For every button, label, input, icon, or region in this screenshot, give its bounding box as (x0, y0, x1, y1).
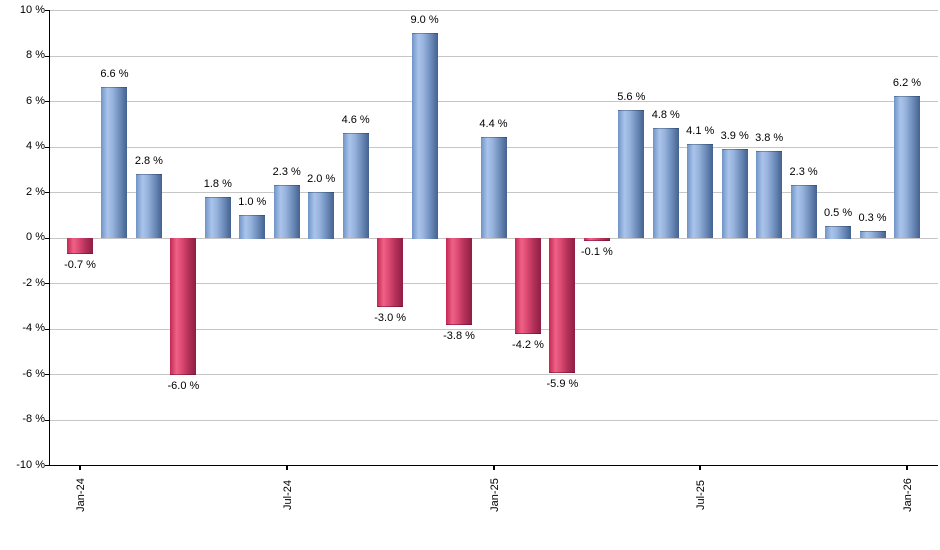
y-axis-tick (45, 419, 50, 421)
x-axis-label-jan-24: Jan-24 (75, 478, 87, 512)
y-axis-label--2pct: -2 % (22, 276, 45, 289)
bar-value-label: 3.8 % (755, 132, 784, 145)
y-axis-label--10pct: -10 % (16, 458, 45, 471)
bar-value-label: 5.6 % (617, 91, 646, 104)
bar-month-12 (480, 137, 507, 239)
bar-value-label: 0.3 % (858, 211, 887, 224)
y-axis-label-2pct: 2 % (26, 185, 45, 198)
bar-value-label: -4.2 % (512, 339, 544, 352)
bar-value-label: 4.8 % (651, 109, 680, 122)
gridline--8pct (50, 419, 938, 421)
x-axis-tick (699, 465, 702, 470)
y-axis-label-6pct: 6 % (26, 94, 45, 107)
bar-value-label: -0.7 % (64, 259, 96, 272)
bar-value-label: -6.0 % (167, 380, 200, 392)
y-axis-tick (45, 101, 50, 102)
bar-month-0 (67, 237, 93, 255)
bar-month-16 (618, 110, 645, 239)
bar-value-label: 4.4 % (479, 118, 508, 131)
bar-month-4 (204, 196, 231, 239)
bar-value-label: 6.2 % (892, 77, 922, 90)
bar-month-1 (101, 87, 128, 239)
bar-value-label: 1.8 % (203, 177, 232, 190)
y-axis-tick (45, 146, 50, 148)
gridline--2pct (50, 283, 938, 284)
bar-month-14 (549, 237, 576, 373)
bar-month-3 (170, 237, 197, 375)
bar-value-label: -5.9 % (546, 377, 579, 390)
bar-month-19 (721, 148, 748, 239)
bar-month-9 (377, 237, 404, 307)
y-axis-tick (45, 465, 50, 466)
y-axis-tick (45, 192, 50, 193)
bar-month-20 (756, 151, 783, 239)
gridline--6pct (50, 374, 938, 375)
bar-month-23 (859, 230, 886, 239)
y-axis-tick (45, 328, 50, 330)
bar-value-label: 3.9 % (720, 129, 749, 142)
bar-month-21 (790, 185, 817, 239)
y-axis-label-4pct: 4 % (26, 140, 45, 152)
x-axis-tick (906, 465, 908, 470)
y-axis-label-8pct: 8 % (26, 49, 45, 61)
y-axis-tick (45, 10, 50, 11)
x-axis-label-jan-26: Jan-26 (902, 478, 914, 512)
plot-area: -0.7 % 6.6 % 2.8 % -6.0 % 1.8 % 1.0 % 2.3 % 2.0… (50, 10, 938, 465)
bar-month-22 (825, 226, 852, 239)
bar-value-label: 2.3 % (272, 166, 301, 179)
bar-month-10 (411, 32, 438, 239)
bar-month-17 (652, 128, 679, 239)
bar-month-8 (342, 132, 369, 239)
y-axis-tick (45, 237, 50, 239)
bar-value-label: 2.3 % (789, 166, 818, 179)
x-axis-tick (492, 465, 495, 470)
bar-month-24 (894, 96, 920, 239)
bar-month-7 (308, 192, 335, 239)
bar-month-6 (273, 185, 300, 239)
gridline-8pct (50, 55, 938, 57)
x-axis-label-jul-25: Jul-25 (695, 480, 708, 510)
bar-value-label: -3.0 % (374, 311, 407, 324)
gridline-10pct (50, 10, 938, 11)
y-axis-tick (45, 283, 50, 284)
bar-value-label: 9.0 % (410, 13, 439, 26)
bar-value-label: -0.1 % (580, 245, 613, 258)
gridline--4pct (50, 328, 938, 330)
bar-value-label: 4.1 % (686, 125, 715, 138)
bar-value-label: 0.5 % (824, 207, 853, 220)
y-axis-label--6pct: -6 % (22, 367, 45, 380)
y-axis-label--8pct: -8 % (22, 413, 45, 425)
bar-month-11 (446, 237, 473, 325)
bar-value-label: -3.8 % (443, 329, 475, 342)
y-axis-label--4pct: -4 % (22, 322, 45, 334)
bar-value-label: 2.8 % (134, 154, 163, 167)
x-axis-label-jul-24: Jul-24 (281, 480, 294, 510)
x-axis-label-jan-25: Jan-25 (488, 478, 501, 512)
bar-value-label: 6.6 % (100, 68, 129, 81)
bar-month-2 (135, 173, 162, 239)
x-axis-tick (285, 465, 288, 470)
bar-month-18 (687, 144, 714, 239)
bar-month-15 (583, 237, 610, 241)
x-axis-tick (79, 465, 81, 470)
bar-month-5 (239, 214, 266, 239)
bar-value-label: 1.0 % (238, 195, 267, 208)
bar-month-13 (514, 237, 541, 335)
bar-value-label: 4.6 % (341, 113, 370, 126)
y-axis-tick (45, 374, 50, 375)
gridline-6pct (50, 101, 938, 102)
y-axis-label-0pct: 0 % (26, 231, 45, 243)
bar-value-label: 2.0 % (307, 173, 336, 185)
y-axis-label-10pct: 10 % (19, 3, 45, 16)
y-axis-tick (45, 55, 50, 57)
